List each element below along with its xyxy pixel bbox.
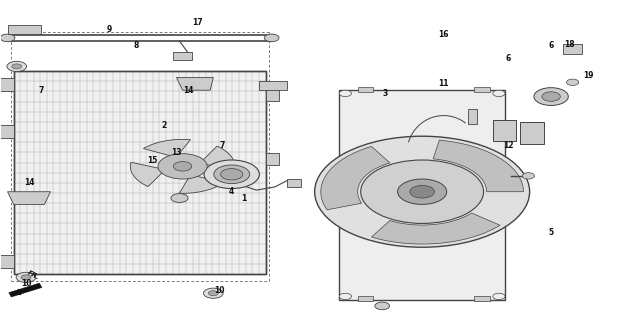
Circle shape xyxy=(12,64,22,69)
Polygon shape xyxy=(130,162,165,187)
Text: 14: 14 xyxy=(24,178,35,187)
Bar xyxy=(14,71,265,274)
Circle shape xyxy=(264,34,279,42)
FancyBboxPatch shape xyxy=(7,25,41,34)
FancyBboxPatch shape xyxy=(0,78,14,91)
Polygon shape xyxy=(371,213,500,244)
Text: 6: 6 xyxy=(505,54,511,63)
Circle shape xyxy=(213,165,250,184)
Text: 8: 8 xyxy=(134,41,139,50)
Text: 7: 7 xyxy=(220,141,225,150)
FancyBboxPatch shape xyxy=(468,109,478,124)
Circle shape xyxy=(221,169,242,180)
FancyBboxPatch shape xyxy=(520,122,544,144)
Circle shape xyxy=(339,293,352,300)
FancyBboxPatch shape xyxy=(173,52,192,60)
Text: 9: 9 xyxy=(106,25,112,35)
Text: 2: 2 xyxy=(162,121,167,130)
Circle shape xyxy=(534,88,568,105)
FancyBboxPatch shape xyxy=(358,296,373,301)
Circle shape xyxy=(204,160,259,188)
Text: 13: 13 xyxy=(171,148,181,156)
Circle shape xyxy=(173,162,192,171)
Circle shape xyxy=(410,185,434,198)
Circle shape xyxy=(171,194,188,203)
Text: 11: 11 xyxy=(439,79,449,88)
Text: FR.: FR. xyxy=(27,270,41,281)
Bar xyxy=(14,71,265,274)
Polygon shape xyxy=(321,146,390,210)
FancyBboxPatch shape xyxy=(493,120,516,141)
Circle shape xyxy=(361,160,484,223)
Circle shape xyxy=(315,136,529,247)
Polygon shape xyxy=(143,140,191,157)
Circle shape xyxy=(566,79,579,85)
Polygon shape xyxy=(433,140,523,192)
FancyBboxPatch shape xyxy=(0,255,14,268)
Text: 14: 14 xyxy=(183,86,194,95)
Circle shape xyxy=(397,179,447,204)
Circle shape xyxy=(542,92,560,101)
FancyBboxPatch shape xyxy=(287,179,300,187)
Text: 10: 10 xyxy=(21,279,31,288)
Polygon shape xyxy=(176,77,213,90)
FancyBboxPatch shape xyxy=(0,125,14,138)
Text: 6: 6 xyxy=(549,41,553,50)
Text: 19: 19 xyxy=(582,71,593,80)
Text: 3: 3 xyxy=(383,89,388,98)
FancyBboxPatch shape xyxy=(474,296,490,301)
Circle shape xyxy=(16,272,36,283)
Circle shape xyxy=(0,34,15,42)
FancyBboxPatch shape xyxy=(265,153,279,165)
Text: 10: 10 xyxy=(214,285,225,295)
Text: 16: 16 xyxy=(439,30,449,39)
Circle shape xyxy=(204,288,223,298)
Circle shape xyxy=(493,90,505,97)
Circle shape xyxy=(158,154,207,179)
FancyBboxPatch shape xyxy=(563,44,582,54)
Polygon shape xyxy=(7,192,51,204)
Text: 4: 4 xyxy=(229,187,234,196)
Text: 17: 17 xyxy=(193,18,203,27)
Circle shape xyxy=(493,293,505,300)
Circle shape xyxy=(375,302,389,310)
FancyBboxPatch shape xyxy=(358,87,373,92)
Circle shape xyxy=(209,291,218,296)
FancyBboxPatch shape xyxy=(265,89,279,101)
Polygon shape xyxy=(200,146,235,170)
Circle shape xyxy=(522,173,534,179)
Circle shape xyxy=(21,275,31,280)
Polygon shape xyxy=(9,283,42,297)
Text: 7: 7 xyxy=(39,86,44,95)
Polygon shape xyxy=(180,175,225,193)
Circle shape xyxy=(339,90,352,97)
Bar xyxy=(339,90,505,300)
Text: 5: 5 xyxy=(549,228,553,237)
Circle shape xyxy=(7,61,27,71)
Text: 12: 12 xyxy=(503,141,513,150)
Text: 18: 18 xyxy=(564,40,575,49)
Text: 15: 15 xyxy=(147,156,157,164)
Text: 1: 1 xyxy=(241,194,247,203)
FancyBboxPatch shape xyxy=(259,81,287,90)
FancyBboxPatch shape xyxy=(474,87,490,92)
